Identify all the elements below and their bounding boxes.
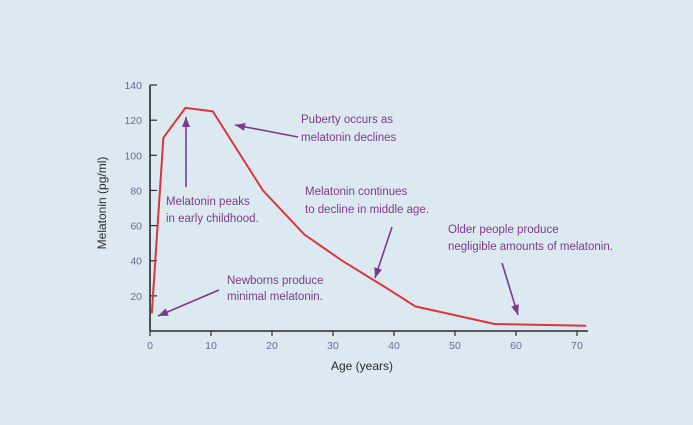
annotation: Puberty occurs as melatonin declines [234,114,397,144]
annotation: Melatonin peaks in early childhood. [166,117,259,225]
annotation-arrowhead [235,122,246,131]
annotation-text-line: Puberty occurs as [301,114,393,126]
melatonin-series-line [150,106,587,327]
y-tick-label: 40 [130,256,142,268]
y-tick-label: 120 [124,115,142,127]
x-tick-group: 0 10 20 30 40 50 60 70 [147,331,583,352]
x-tick-label: 40 [388,340,400,352]
y-tick-group: 20 40 60 80 100 120 140 [124,80,157,303]
annotation: Newborns produce minimal melatonin. [157,275,324,317]
y-axis-label: Melatonin (pg/ml) [95,157,109,250]
annotation-text-line: Melatonin peaks [166,196,250,208]
annotation-arrowhead [511,304,519,315]
x-tick-label: 70 [571,340,583,352]
annotation-text-line: minimal melatonin. [227,291,323,303]
axes: 0 10 20 30 40 50 60 70 20 40 60 80 100 120 140 [124,80,588,352]
x-tick-label: 50 [449,340,461,352]
y-tick-label: 20 [130,291,142,303]
annotation-text-line: Newborns produce [227,275,324,287]
y-tick-label: 140 [124,80,142,92]
y-tick-label: 80 [130,185,142,197]
x-tick-label: 10 [205,340,217,352]
annotation-group: Puberty occurs as melatonin declines Melat… [157,114,613,317]
y-tick-label: 100 [124,150,142,162]
x-tick-label: 60 [510,340,522,352]
annotation-arrowhead [182,117,190,127]
annotation-text-line: negligible amounts of melatonin. [448,241,613,253]
annotation-text-line: in early childhood. [166,213,259,225]
x-tick-label: 0 [147,340,153,352]
annotation: Melatonin continues to decline in middle … [305,186,429,279]
annotation-text-line: Melatonin continues [305,186,408,198]
annotation-text-line: Older people produce [448,224,559,236]
x-axis-label: Age (years) [331,359,393,373]
annotation-arrowhead [374,267,382,278]
annotation-arrow [234,124,299,138]
annotation-text-line: melatonin declines [301,132,397,144]
annotation-arrow [157,289,220,317]
x-tick-label: 30 [327,340,339,352]
x-tick-label: 20 [266,340,278,352]
y-tick-label: 60 [130,221,142,233]
annotation: Older people produce negligible amounts o… [448,224,613,316]
annotation-arrowhead [158,308,169,316]
annotation-text-line: to decline in middle age. [305,204,429,216]
